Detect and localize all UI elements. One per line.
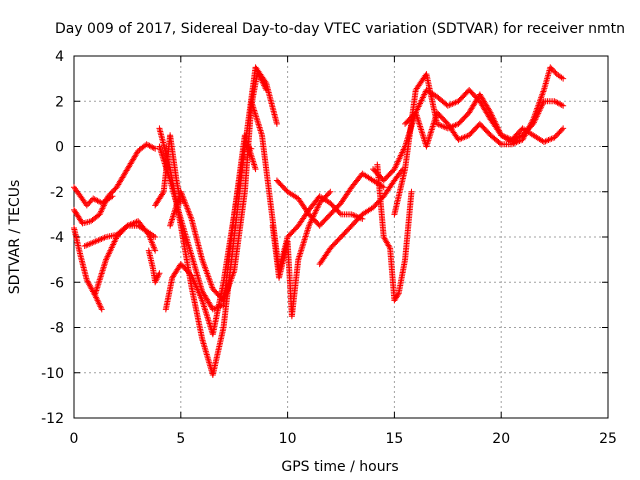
data-point (156, 270, 163, 277)
data-point (109, 193, 116, 200)
y-tick-label: -4 (50, 230, 64, 246)
data-point (560, 102, 567, 109)
trace-mark (86, 199, 93, 206)
chart-title: Day 009 of 2017, Sidereal Day-to-day VTE… (55, 21, 625, 37)
data-point (547, 64, 554, 71)
data-point (273, 120, 280, 127)
data-point (83, 202, 90, 209)
y-tick-labels: -12 -10 -8 -6 -4 -2 0 2 4 (41, 49, 64, 427)
trace-mark (558, 102, 565, 109)
x-tick-label: 10 (279, 431, 297, 447)
trace-mark (159, 190, 166, 197)
series-20 (508, 125, 567, 145)
data-point (252, 166, 259, 173)
trace-mark (386, 243, 393, 250)
data-point (152, 145, 159, 152)
y-tick-label: -8 (50, 321, 64, 337)
x-tick-labels: 0 5 10 15 20 25 (70, 431, 617, 447)
series-11 (162, 64, 280, 338)
data-point (408, 188, 415, 195)
data-series (71, 64, 567, 379)
x-tick-label: 25 (599, 431, 617, 447)
data-point (560, 125, 567, 132)
trace-mark (87, 198, 94, 205)
data-point (327, 188, 334, 195)
trace-mark (150, 145, 157, 152)
trace-mark (262, 78, 269, 85)
x-tick-label: 20 (492, 431, 510, 447)
data-point (560, 75, 567, 82)
axis-ticks (73, 55, 609, 419)
y-tick-label: -12 (41, 411, 64, 427)
y-axis-label: SDTVAR / TECUs (7, 180, 23, 295)
trace-mark (123, 223, 130, 230)
series-14 (273, 170, 387, 229)
series-3 (71, 224, 105, 313)
y-tick-label: 2 (55, 94, 64, 110)
x-axis-label: GPS time / hours (281, 459, 398, 475)
series-12 (248, 98, 366, 274)
series-5 (92, 222, 159, 297)
y-tick-label: -6 (50, 275, 64, 291)
trace-mark (558, 126, 565, 133)
series-18 (391, 71, 526, 218)
trace-mark (549, 67, 556, 74)
trace-mark (529, 117, 536, 124)
trace-mark (336, 210, 343, 217)
data-point (152, 234, 159, 240)
series-10 (167, 68, 270, 304)
data-point (98, 306, 105, 313)
trace-mark (394, 291, 401, 298)
y-tick-label: -2 (50, 185, 64, 201)
y-tick-label: 0 (55, 140, 64, 156)
x-tick-label: 0 (70, 431, 79, 447)
y-tick-label: 4 (55, 49, 64, 65)
series-13 (269, 188, 334, 320)
trace-mark (551, 68, 558, 75)
series-1 (71, 141, 159, 227)
series-15 (316, 166, 406, 268)
x-tick-label: 15 (385, 431, 403, 447)
series-19 (402, 64, 567, 150)
x-tick-label: 5 (176, 431, 185, 447)
trace-mark (326, 190, 333, 197)
y-tick-label: -10 (41, 366, 64, 382)
series-2 (71, 184, 116, 209)
trace-mark (85, 200, 92, 207)
data-point (152, 247, 159, 254)
trace-mark (548, 65, 555, 72)
series-6 (145, 247, 163, 286)
trace-mark (496, 140, 503, 147)
